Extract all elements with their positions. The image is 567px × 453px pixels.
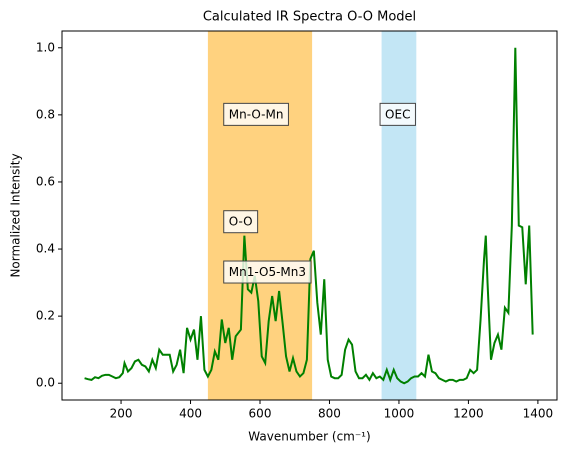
annotation-text: OEC — [385, 107, 410, 121]
x-axis-label: Wavenumber (cm⁻¹) — [248, 430, 370, 444]
y-tick-label: 0.4 — [36, 242, 55, 256]
y-tick-label: 0.8 — [36, 107, 55, 121]
annotation-text: Mn-O-Mn — [229, 107, 284, 121]
x-tick-label: 400 — [179, 407, 202, 421]
x-tick-label: 1400 — [523, 407, 554, 421]
y-tick-label: 0.0 — [36, 376, 55, 390]
annotation-box — [379, 102, 416, 126]
chart-title: Calculated IR Spectra O-O Model — [203, 10, 416, 25]
annotation-text: O-O — [229, 215, 253, 229]
annotation-text: Mn1-O5-Mn3 — [229, 265, 306, 279]
highlight-band — [381, 31, 417, 400]
spectrum-line — [84, 47, 534, 385]
x-tick-label: 1200 — [453, 407, 484, 421]
y-tick-label: 0.2 — [36, 309, 55, 323]
x-tick-label: 800 — [318, 407, 341, 421]
y-tick-label: 0.6 — [36, 174, 55, 188]
x-tick-label: 200 — [110, 407, 133, 421]
x-tick-label: 1000 — [384, 407, 415, 421]
annotation-box — [223, 260, 312, 284]
plot-frame — [61, 30, 558, 401]
y-tick-label: 1.0 — [36, 40, 55, 54]
y-axis-label: Normalized Intensity — [9, 153, 23, 277]
annotation-box — [223, 210, 259, 234]
x-tick-label: 600 — [249, 407, 272, 421]
annotation-box — [223, 102, 289, 126]
